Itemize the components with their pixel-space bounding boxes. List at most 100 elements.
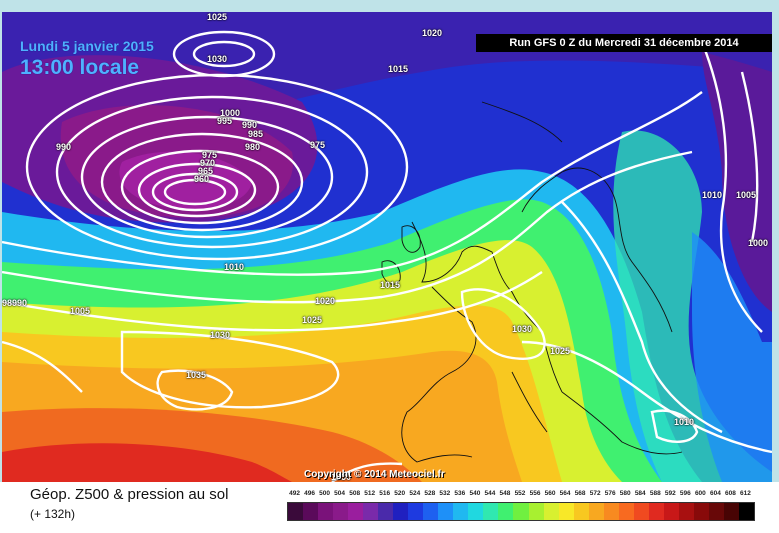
scale-label: 600 bbox=[694, 490, 706, 497]
band-red bbox=[2, 443, 292, 482]
scale-swatch bbox=[723, 503, 739, 520]
scale-swatch bbox=[603, 503, 619, 520]
band-east-cyan bbox=[613, 130, 772, 482]
isobar-label: 1010 bbox=[224, 262, 245, 272]
isobar-label: 1005 bbox=[70, 306, 91, 316]
scale-label: 516 bbox=[379, 490, 391, 497]
scale-labels: 492 496 500 504 508 512 516 520 524 528 532 536 540 5… bbox=[287, 490, 753, 502]
scale-swatch bbox=[498, 503, 514, 520]
scale-label: 576 bbox=[604, 490, 616, 497]
scale-label: 520 bbox=[394, 490, 406, 497]
scale-label: 564 bbox=[559, 490, 571, 497]
scale-label: 512 bbox=[364, 490, 376, 497]
scale-swatch bbox=[543, 503, 559, 520]
isobar-label: 1030 bbox=[210, 330, 231, 340]
scale-swatch bbox=[513, 503, 529, 520]
isobar-label: 995 bbox=[217, 116, 233, 126]
legend-panel: Géop. Z500 & pression au sol (+ 132h) 49… bbox=[0, 482, 779, 533]
scale-swatch bbox=[633, 503, 649, 520]
scale-label: 552 bbox=[514, 490, 526, 497]
scale-swatch bbox=[438, 503, 454, 520]
scale-label: 496 bbox=[304, 490, 315, 497]
isobar-label: 98990 bbox=[2, 298, 28, 308]
scale-label: 544 bbox=[484, 490, 496, 497]
isobar-label: 1005 bbox=[736, 190, 757, 200]
isobar-label: 1000 bbox=[220, 108, 241, 118]
legend-title: Géop. Z500 & pression au sol bbox=[30, 486, 229, 503]
legend-subtitle: (+ 132h) bbox=[30, 507, 76, 521]
isobar-label: 985 bbox=[248, 129, 264, 139]
band-east-low bbox=[702, 52, 772, 312]
isobar-label: 1020 bbox=[422, 28, 443, 38]
scale-label: 500 bbox=[319, 490, 331, 497]
map-canvas bbox=[2, 12, 772, 482]
isobar-label: 965 bbox=[198, 166, 214, 176]
scale-swatch bbox=[393, 503, 409, 520]
isobar-lines bbox=[2, 30, 772, 482]
scale-label: 608 bbox=[725, 490, 736, 497]
scale-swatch bbox=[648, 503, 664, 520]
scale-label: 508 bbox=[349, 490, 361, 497]
scale-label: 596 bbox=[679, 490, 691, 497]
scale-swatch bbox=[588, 503, 604, 520]
scale-swatch bbox=[423, 503, 439, 520]
scale-swatch bbox=[348, 503, 364, 520]
scale-label: 584 bbox=[634, 490, 646, 497]
isobar-label: 1035 bbox=[186, 370, 207, 380]
scale-label: 492 bbox=[289, 490, 300, 497]
isobar-label: 1025 bbox=[550, 346, 571, 356]
run-info: Run GFS 0 Z du Mercredi 31 décembre 2014 bbox=[476, 34, 772, 52]
isobar-label: 1025 bbox=[207, 12, 228, 22]
scale-label: 592 bbox=[664, 490, 676, 497]
copyright-text: Copyright © 2014 Meteociel.fr bbox=[304, 469, 445, 480]
scale-label: 612 bbox=[740, 490, 751, 497]
scale-swatch bbox=[363, 503, 379, 520]
scale-swatch bbox=[663, 503, 679, 520]
scale-swatch bbox=[618, 503, 634, 520]
color-scale-bar bbox=[287, 502, 755, 521]
scale-label: 604 bbox=[709, 490, 721, 497]
scale-swatch bbox=[408, 503, 424, 520]
scale-label: 572 bbox=[589, 490, 601, 497]
isobar-label: 980 bbox=[245, 142, 261, 152]
scale-label: 548 bbox=[499, 490, 511, 497]
isobar-label: 970 bbox=[200, 158, 216, 168]
pressure-map: 1025 1030 1020 1015 1000 995 990 985 980… bbox=[2, 12, 772, 482]
scale-swatch bbox=[333, 503, 349, 520]
scale-label: 568 bbox=[574, 490, 586, 497]
scale-label: 528 bbox=[424, 490, 436, 497]
scale-label: 504 bbox=[334, 490, 346, 497]
isobar-label: 1015 bbox=[388, 64, 409, 74]
coastlines bbox=[381, 101, 683, 463]
isobar-label: 1020 bbox=[315, 296, 336, 306]
isobar-label: 1030 bbox=[207, 54, 228, 64]
scale-label: 536 bbox=[454, 490, 466, 497]
scale-swatch bbox=[483, 503, 499, 520]
isobar-label: 1010 bbox=[674, 417, 695, 427]
isobar-label: 975 bbox=[202, 150, 218, 160]
isobar-label: 1030 bbox=[512, 324, 533, 334]
band-east-blue bbox=[692, 232, 772, 482]
isobar-label: 1025 bbox=[302, 315, 323, 325]
isobar-label: 1015 bbox=[380, 280, 401, 290]
scale-swatch bbox=[558, 503, 574, 520]
scale-label: 556 bbox=[529, 490, 541, 497]
scale-swatch bbox=[378, 503, 394, 520]
scale-label: 560 bbox=[544, 490, 556, 497]
isobar-label: 1030 bbox=[331, 472, 352, 482]
scale-swatch bbox=[678, 503, 694, 520]
isobar-label: 990 bbox=[242, 120, 258, 130]
scale-swatch bbox=[468, 503, 484, 520]
scale-swatch bbox=[693, 503, 709, 520]
scale-label: 524 bbox=[409, 490, 421, 497]
scale-label: 532 bbox=[439, 490, 451, 497]
isobar-label: 990 bbox=[56, 142, 72, 152]
scale-swatch bbox=[288, 503, 304, 520]
isobar-label: 960 bbox=[194, 174, 210, 184]
isobar-label: 1000 bbox=[748, 238, 769, 248]
forecast-date: Lundi 5 janvier 2015 bbox=[20, 38, 154, 54]
scale-swatch bbox=[303, 503, 319, 520]
scale-label: 540 bbox=[469, 490, 481, 497]
scale-label: 580 bbox=[619, 490, 631, 497]
